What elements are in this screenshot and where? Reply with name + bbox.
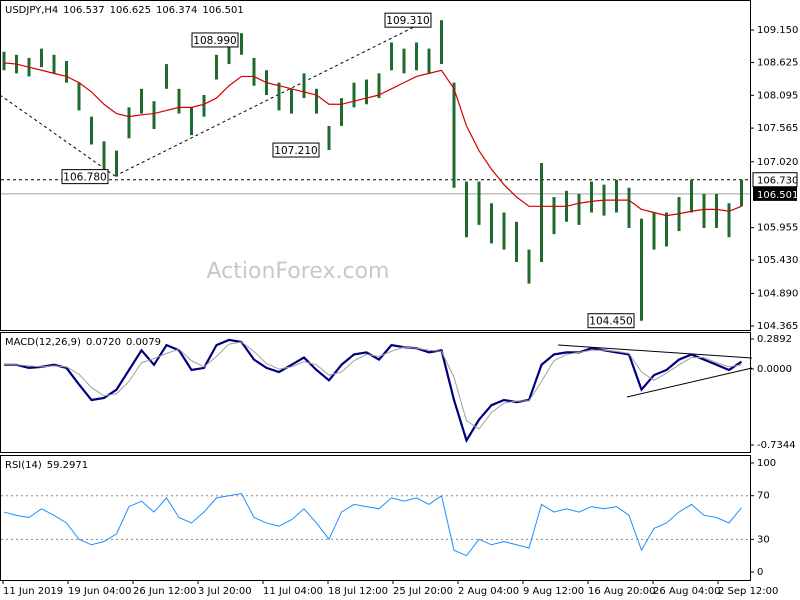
annotation-box [272, 142, 320, 158]
price-label: 106.501 [757, 190, 798, 201]
y-tick-label: 70 [757, 491, 770, 502]
series-line [4, 338, 743, 444]
panel-title-value: 106.501 [202, 5, 243, 16]
series-line [3, 492, 742, 557]
x-tick-label: 11 Jul 04:00 [263, 586, 323, 597]
y-tick-label: 105.430 [757, 255, 798, 266]
y-tick-label: 104.890 [757, 289, 798, 300]
x-tick-label: 26 Aug 04:00 [653, 586, 720, 597]
x-tick-label: 16 Aug 20:00 [588, 586, 655, 597]
panel-title-value: 106.625 [110, 5, 151, 16]
panel-title-value: 59.2971 [47, 460, 88, 471]
trend-line [0, 94, 116, 177]
x-tick-label: 3 Jul 20:00 [198, 586, 252, 597]
x-tick-label: 19 Jun 04:00 [68, 586, 132, 597]
y-tick-label: 100 [757, 458, 776, 469]
annotation-label: 107.210 [274, 145, 317, 157]
x-tick-label: 2 Aug 04:00 [458, 586, 519, 597]
price-panel [0, 0, 751, 331]
macd-trend-line [626, 367, 753, 398]
panel-title-name: USDJPY,H4 [5, 5, 58, 16]
y-tick-label: 30 [757, 534, 770, 545]
y-tick-label: 108.095 [757, 90, 798, 101]
annotation-label: 108.990 [193, 35, 236, 47]
series-line [4, 341, 742, 430]
annotation-label: 104.450 [589, 316, 632, 328]
panel-title-value: 0.0720 [86, 337, 121, 348]
panel-title: RSI(14) 59.2971 [5, 460, 88, 471]
annotation-label: 106.780 [63, 172, 106, 184]
series-line [3, 62, 742, 217]
panel-title: USDJPY,H4 106.537 106.625 106.374 106.501 [5, 5, 244, 16]
y-tick-label: 0 [757, 567, 763, 578]
y-tick-label: 104.365 [757, 321, 798, 332]
rsi-panel [0, 455, 751, 581]
y-tick-label: 108.625 [757, 58, 798, 69]
panel-title-name: RSI(14) [5, 460, 42, 471]
panel-title-value: 106.374 [156, 5, 197, 16]
y-tick-label: 0.0000 [757, 364, 792, 375]
annotation-box [384, 12, 432, 28]
panel-title: MACD(12,26,9) 0.0720 0.0079 [5, 337, 161, 348]
x-tick-label: 25 Jul 20:00 [393, 586, 453, 597]
price-box [753, 186, 797, 201]
watermark: ActionForex.com [207, 259, 390, 284]
annotation-box [61, 169, 109, 185]
panel-title-value: 106.537 [63, 5, 104, 16]
x-tick-label: 18 Jul 12:00 [328, 586, 388, 597]
y-tick-label: 0.2892 [757, 334, 792, 345]
y-tick-label: 107.020 [757, 157, 798, 168]
annotation-label: 109.310 [386, 15, 429, 27]
y-tick-label: 105.955 [757, 223, 798, 234]
y-tick-label: -0.7344 [757, 440, 796, 451]
x-tick-label: 11 Jun 2019 [3, 586, 63, 597]
panel-title-value: 0.0079 [126, 337, 161, 348]
trend-line [114, 18, 431, 177]
annotation-box [191, 32, 239, 48]
x-tick-label: 9 Aug 12:00 [523, 586, 584, 597]
panel-title-name: MACD(12,26,9) [5, 337, 81, 348]
macd-trend-line [557, 344, 753, 359]
macd-panel [0, 332, 751, 453]
level-label: 106.730 [757, 176, 798, 187]
level-box [752, 172, 798, 188]
x-tick-label: 2 Sep 12:00 [718, 586, 778, 597]
annotation-box [587, 313, 635, 329]
x-tick-label: 26 Jun 12:00 [133, 586, 197, 597]
y-tick-label: 107.565 [757, 123, 798, 134]
y-tick-label: 109.150 [757, 25, 798, 36]
